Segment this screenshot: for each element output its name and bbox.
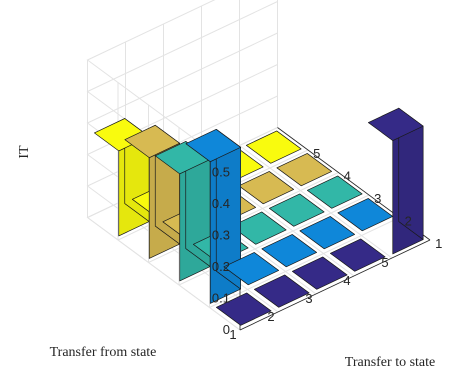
x-axis-line — [239, 239, 431, 331]
bar-2-1 — [254, 274, 310, 308]
bar-face-top — [292, 256, 348, 290]
bar-face-top — [307, 175, 363, 209]
z-tick-label: 0.5 — [212, 165, 230, 180]
bar-face-top — [254, 274, 310, 308]
to-tick-label: 3 — [374, 191, 381, 206]
bar-4-1 — [330, 238, 386, 272]
gridline-floor-x-0 — [87, 217, 241, 331]
bars-group — [93, 107, 424, 326]
bar-2-2 — [223, 252, 279, 286]
bar-4-4 — [238, 171, 294, 205]
z-tick-label: 0.3 — [212, 228, 230, 243]
from-axis-title: Transfer from state — [50, 345, 157, 360]
from-tick-label: 2 — [267, 309, 274, 324]
bar-5-5 — [246, 130, 302, 164]
to-tick-label: 1 — [435, 236, 442, 251]
bar-1-1 — [216, 292, 272, 326]
bar-face-top — [223, 252, 279, 286]
labels-group: 0 0.1 0.2 0.3 0.4 0.5 1 2 3 4 5 1 2 3 4 5 IT Transfer fro… — [17, 145, 442, 370]
z-tick-label: 0 — [223, 322, 230, 337]
bar-face-top — [185, 128, 241, 163]
bar-5-4 — [276, 153, 332, 187]
bar-5-2 — [337, 198, 393, 232]
bar-face-top — [299, 216, 355, 250]
z-axis-title: IT — [17, 145, 32, 159]
to-tick-label: 4 — [344, 168, 351, 183]
bar-face-top — [269, 193, 325, 227]
to-tick-label: 2 — [405, 213, 412, 228]
z-tick-label: 0.1 — [212, 291, 230, 306]
bar-face-top — [261, 234, 317, 268]
bar-3-2 — [261, 234, 317, 268]
bar-face-top — [216, 292, 272, 326]
bar-4-3 — [269, 193, 325, 227]
bar-face-top — [337, 198, 393, 232]
bar-face-top — [330, 238, 386, 272]
to-tick-label: 5 — [313, 146, 320, 161]
bar-face-top — [238, 171, 294, 205]
from-tick-label: 3 — [305, 291, 312, 306]
gridline-floor-y-1 — [209, 217, 400, 308]
from-tick-label: 4 — [343, 273, 350, 288]
bar-5-1 — [368, 107, 424, 255]
bar-face-top — [368, 107, 424, 141]
bar-3-1 — [292, 256, 348, 290]
z-tick-label: 0.4 — [212, 196, 230, 211]
bar-4-2 — [299, 216, 355, 250]
bar-5-3 — [307, 175, 363, 209]
z-tick-label: 0.2 — [212, 259, 230, 274]
from-tick-label: 1 — [229, 327, 236, 342]
from-tick-label: 5 — [381, 255, 388, 270]
bar-face-top — [246, 130, 302, 164]
to-axis-title: Transfer to state — [345, 355, 435, 370]
bar-face-top — [124, 124, 180, 158]
bar-face-top — [276, 153, 332, 187]
gridline-floor-x-4 — [239, 145, 393, 259]
